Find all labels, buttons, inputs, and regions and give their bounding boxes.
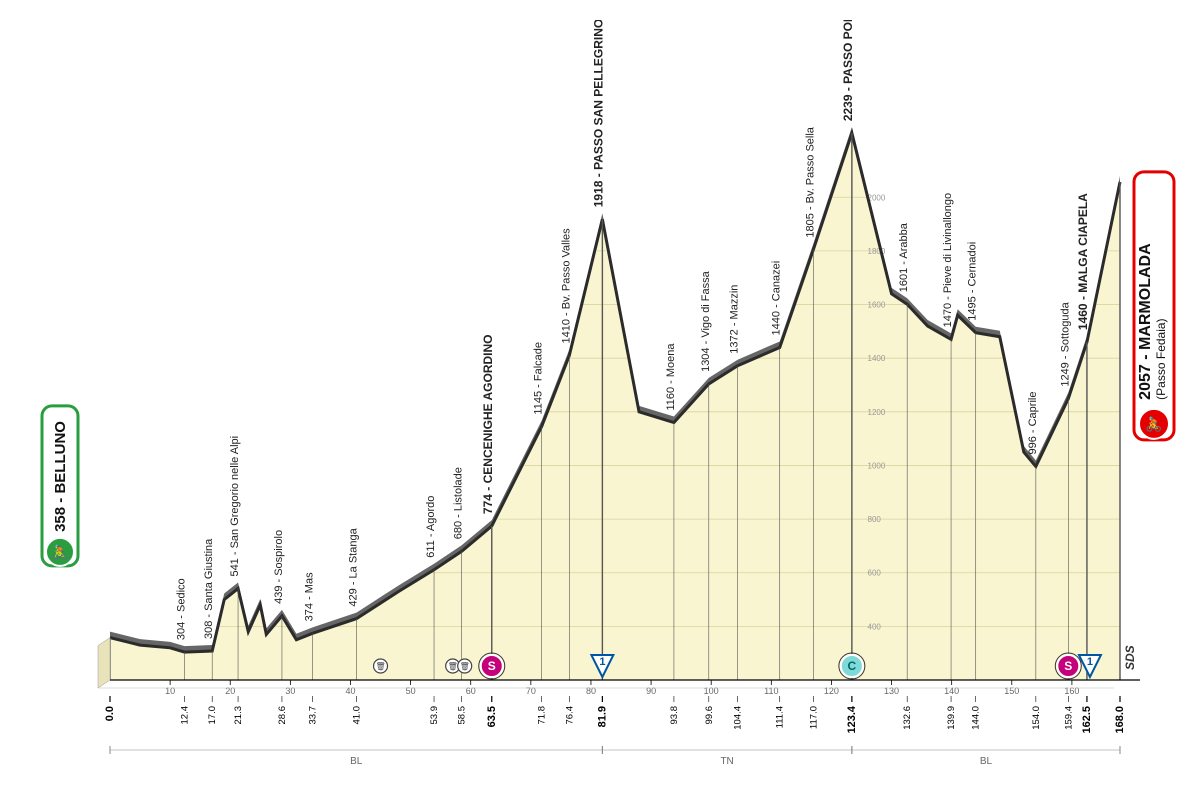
svg-text:144.0: 144.0 <box>971 706 982 730</box>
svg-text:774 - CENCENIGHE AGORDINO: 774 - CENCENIGHE AGORDINO <box>481 334 495 514</box>
svg-text:(Passo Fedaia): (Passo Fedaia) <box>1154 318 1168 399</box>
svg-text:60: 60 <box>466 686 476 696</box>
svg-text:2000: 2000 <box>868 193 886 202</box>
svg-text:1601 - Arabba: 1601 - Arabba <box>898 222 910 292</box>
svg-text:1200: 1200 <box>868 408 886 417</box>
svg-text:🗑: 🗑 <box>448 662 458 671</box>
svg-text:132.6: 132.6 <box>902 706 913 730</box>
svg-text:1805 - Bv. Passo Sella: 1805 - Bv. Passo Sella <box>804 126 816 237</box>
svg-text:81.9: 81.9 <box>596 706 608 727</box>
svg-text:33.7: 33.7 <box>308 706 319 725</box>
svg-text:76.4: 76.4 <box>564 706 575 725</box>
svg-text:S: S <box>1064 659 1072 673</box>
svg-text:154.0: 154.0 <box>1031 706 1042 730</box>
svg-text:400: 400 <box>868 622 882 631</box>
svg-text:120: 120 <box>824 686 839 696</box>
svg-text:1160 - Moena: 1160 - Moena <box>665 343 677 411</box>
svg-text:10: 10 <box>165 686 175 696</box>
svg-text:71.8: 71.8 <box>537 706 548 725</box>
svg-text:BL: BL <box>350 756 363 767</box>
svg-text:53.9: 53.9 <box>429 706 440 725</box>
svg-text:110: 110 <box>764 686 778 696</box>
svg-text:🚴: 🚴 <box>1145 416 1162 433</box>
svg-text:111.4: 111.4 <box>775 706 786 728</box>
svg-text:S: S <box>488 659 496 673</box>
svg-text:1470 - Pieve di Livinallongo: 1470 - Pieve di Livinallongo <box>942 193 954 328</box>
svg-text:58.5: 58.5 <box>457 706 468 725</box>
svg-text:70: 70 <box>526 686 536 696</box>
svg-text:123.4: 123.4 <box>846 705 858 733</box>
svg-text:1372 - Mazzin: 1372 - Mazzin <box>729 285 741 354</box>
svg-text:1: 1 <box>1087 656 1093 668</box>
svg-text:41.0: 41.0 <box>351 706 362 725</box>
svg-text:C: C <box>848 659 857 673</box>
finish-badge: 🚴 2057 - MARMOLADA(Passo Fedaia) <box>1134 172 1174 440</box>
elevation-fill <box>110 133 1120 680</box>
svg-text:308 - Santa Giustina: 308 - Santa Giustina <box>203 538 215 639</box>
svg-text:168.0: 168.0 <box>1114 706 1126 734</box>
svg-text:1410 - Bv. Passo Valles: 1410 - Bv. Passo Valles <box>560 228 572 344</box>
svg-text:BL: BL <box>980 756 993 767</box>
svg-text:12.4: 12.4 <box>180 706 191 725</box>
svg-text:1440 - Canazei: 1440 - Canazei <box>771 261 783 336</box>
svg-text:1495 - Cernadoi: 1495 - Cernadoi <box>967 242 979 321</box>
svg-text:93.8: 93.8 <box>669 706 680 725</box>
svg-text:600: 600 <box>868 569 882 578</box>
svg-text:1304 - Vigo di Fassa: 1304 - Vigo di Fassa <box>700 270 712 372</box>
svg-text:1000: 1000 <box>868 461 886 470</box>
svg-text:104.4: 104.4 <box>733 706 744 730</box>
svg-text:358 - BELLUNO: 358 - BELLUNO <box>52 421 69 532</box>
svg-text:130: 130 <box>884 686 899 696</box>
svg-text:63.5: 63.5 <box>486 706 498 727</box>
svg-text:996 - Caprile: 996 - Caprile <box>1027 392 1039 455</box>
svg-text:117.0: 117.0 <box>808 706 819 729</box>
svg-text:1400: 1400 <box>868 354 886 363</box>
svg-text:SDS: SDS <box>1123 645 1137 670</box>
svg-text:2239 - PASSO PORDOI: 2239 - PASSO PORDOI <box>841 20 855 121</box>
svg-text:150: 150 <box>1004 686 1019 696</box>
svg-text:🗑: 🗑 <box>375 662 385 671</box>
svg-text:1918 - PASSO SAN PELLEGRINO: 1918 - PASSO SAN PELLEGRINO <box>591 20 605 207</box>
svg-text:680 - Listolade: 680 - Listolade <box>453 467 465 539</box>
svg-text:159.4: 159.4 <box>1063 706 1074 730</box>
svg-text:429 - La Stanga: 429 - La Stanga <box>347 527 359 606</box>
svg-text:99.6: 99.6 <box>704 706 715 725</box>
svg-text:304 - Sedico: 304 - Sedico <box>176 578 188 640</box>
svg-text:139.9: 139.9 <box>946 706 957 730</box>
svg-text:20: 20 <box>225 686 235 696</box>
svg-text:1: 1 <box>599 656 605 668</box>
svg-text:1145 - Falcade: 1145 - Falcade <box>533 342 545 415</box>
svg-text:140: 140 <box>944 686 959 696</box>
svg-text:🚴: 🚴 <box>51 544 68 561</box>
svg-text:162.5: 162.5 <box>1081 706 1093 734</box>
svg-text:🗑: 🗑 <box>460 662 470 671</box>
chart-svg: 400600800100012001400160018002000304 - S… <box>20 20 1180 780</box>
svg-text:1249 - Sottoguda: 1249 - Sottoguda <box>1059 301 1071 386</box>
svg-text:374 - Mas: 374 - Mas <box>304 572 316 621</box>
svg-text:160: 160 <box>1064 686 1079 696</box>
svg-text:2057 - MARMOLADA: 2057 - MARMOLADA <box>1137 243 1154 400</box>
start-badge: 🚴 358 - BELLUNO <box>42 406 78 566</box>
svg-text:90: 90 <box>646 686 656 696</box>
svg-text:TN: TN <box>720 756 733 767</box>
svg-text:0.0: 0.0 <box>104 706 116 721</box>
svg-text:21.3: 21.3 <box>233 706 244 725</box>
elevation-chart: 400600800100012001400160018002000304 - S… <box>20 20 1180 780</box>
svg-text:80: 80 <box>586 686 596 696</box>
svg-text:40: 40 <box>345 686 355 696</box>
svg-text:541 - San Gregorio nelle Alpi: 541 - San Gregorio nelle Alpi <box>229 436 241 577</box>
svg-text:1460 - MALGA CIAPELA: 1460 - MALGA CIAPELA <box>1076 193 1090 330</box>
svg-text:28.6: 28.6 <box>277 706 288 725</box>
svg-text:17.0: 17.0 <box>207 706 218 725</box>
svg-text:800: 800 <box>868 515 882 524</box>
svg-text:50: 50 <box>406 686 416 696</box>
svg-text:1600: 1600 <box>868 301 886 310</box>
svg-text:100: 100 <box>704 686 719 696</box>
svg-text:439 - Sospirolo: 439 - Sospirolo <box>273 530 285 604</box>
svg-text:611 - Agordo: 611 - Agordo <box>425 496 437 558</box>
svg-text:30: 30 <box>285 686 295 696</box>
